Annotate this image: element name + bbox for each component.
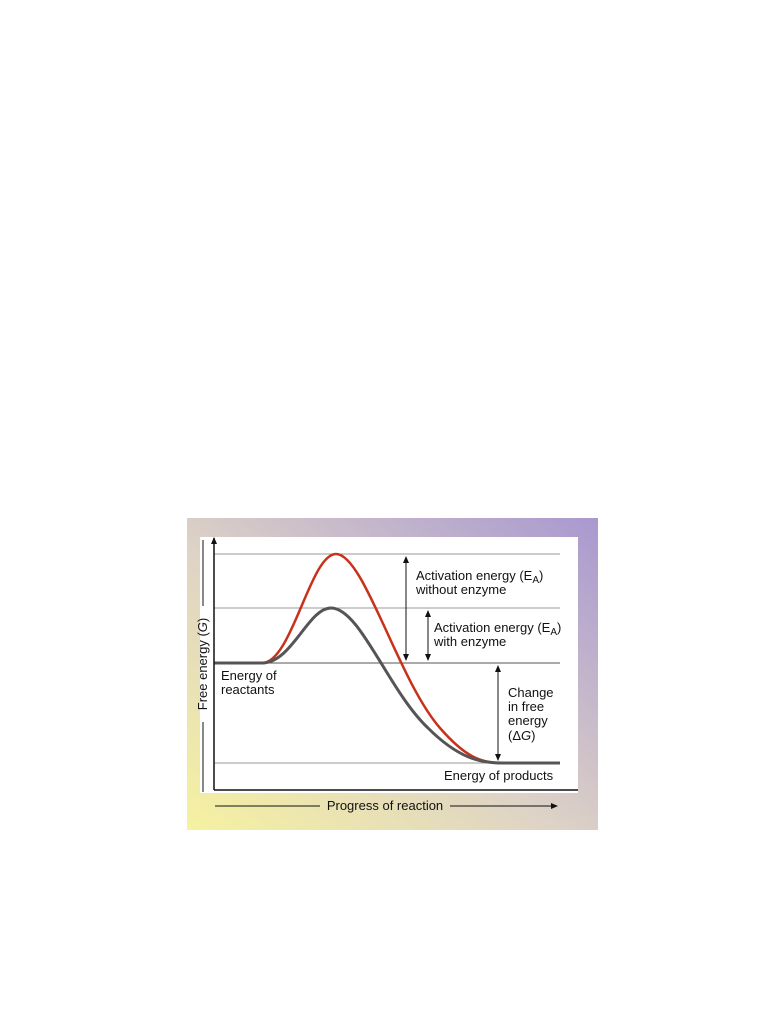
label-part: Activation energy (E (434, 620, 551, 635)
label-part: ) (557, 620, 561, 635)
label-line: Change (508, 685, 554, 700)
label-part: ) (195, 618, 210, 622)
label-line: energy (508, 713, 548, 728)
label-part: G (195, 622, 210, 632)
label-line: without enzyme (415, 582, 506, 597)
curve-without-enzyme (214, 552, 560, 765)
label-line: in free (508, 699, 544, 714)
label-part: (Δ (508, 728, 521, 743)
label-line: Energy of products (444, 768, 554, 783)
label-part: A (550, 627, 557, 638)
plot-area (200, 537, 578, 793)
label-part: ) (539, 568, 543, 583)
label-part: Free energy ( (195, 632, 210, 711)
label-part: ) (531, 728, 535, 743)
label-line: Activation energy (EA) (434, 620, 561, 638)
y-axis-label: Free energy (G) (195, 618, 210, 711)
label-line: reactants (221, 682, 275, 697)
label-part: G (521, 728, 531, 743)
label-part: A (532, 575, 539, 586)
label-line: (ΔG) (508, 728, 535, 743)
label-part: Activation energy (E (416, 568, 533, 583)
x-axis-label: Progress of reaction (327, 798, 443, 813)
curve-with-enzyme (214, 606, 560, 765)
label-line: Activation energy (EA) (416, 568, 543, 586)
label-line: with enzyme (433, 634, 506, 649)
label-line: Energy of (221, 668, 277, 683)
